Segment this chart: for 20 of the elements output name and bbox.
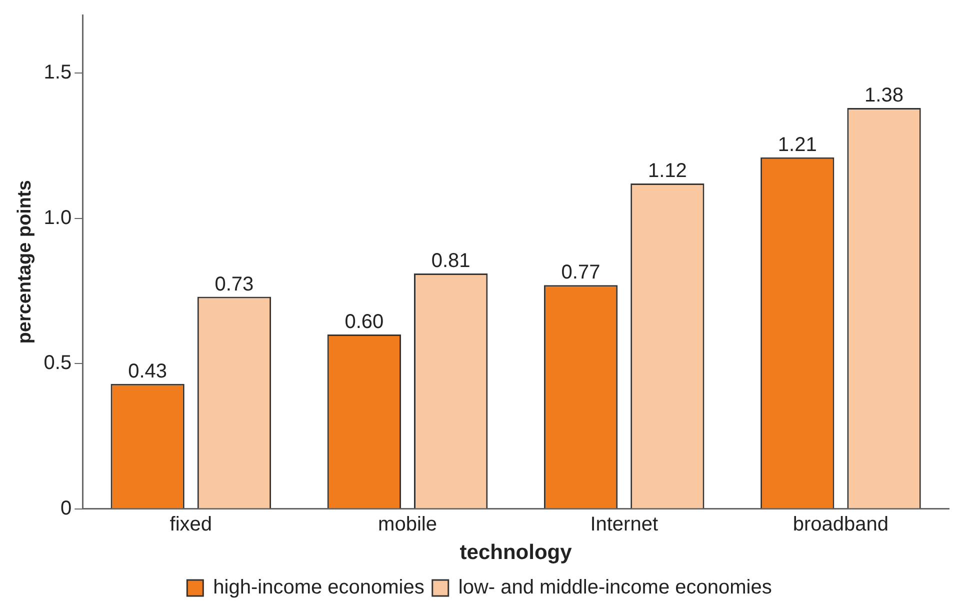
x-tick-label: Internet	[590, 513, 658, 536]
x-tick-label: broadband	[792, 513, 889, 536]
data-label: 1.21	[778, 134, 817, 156]
legend-label: low- and middle-income economies	[458, 576, 772, 599]
y-tick-label: 0.5	[44, 352, 72, 374]
data-label: 0.60	[344, 311, 384, 334]
data-label: 0.43	[128, 360, 168, 382]
y-tick-label: 0	[60, 497, 72, 520]
y-axis-title: percentage points	[14, 180, 36, 344]
data-label: 0.81	[431, 250, 470, 272]
x-tick-label: mobile	[378, 513, 437, 536]
data-label: 0.77	[561, 262, 600, 284]
x-tick-label: fixed	[170, 513, 212, 536]
data-label: 0.73	[214, 273, 254, 296]
legend-label: high-income economies	[213, 576, 424, 599]
x-axis-title: technology	[460, 541, 572, 564]
y-tick-label: 1.5	[44, 62, 72, 84]
data-label: 1.12	[648, 160, 687, 182]
data-label: 1.38	[864, 84, 904, 106]
y-tick-label: 1.0	[44, 206, 72, 229]
